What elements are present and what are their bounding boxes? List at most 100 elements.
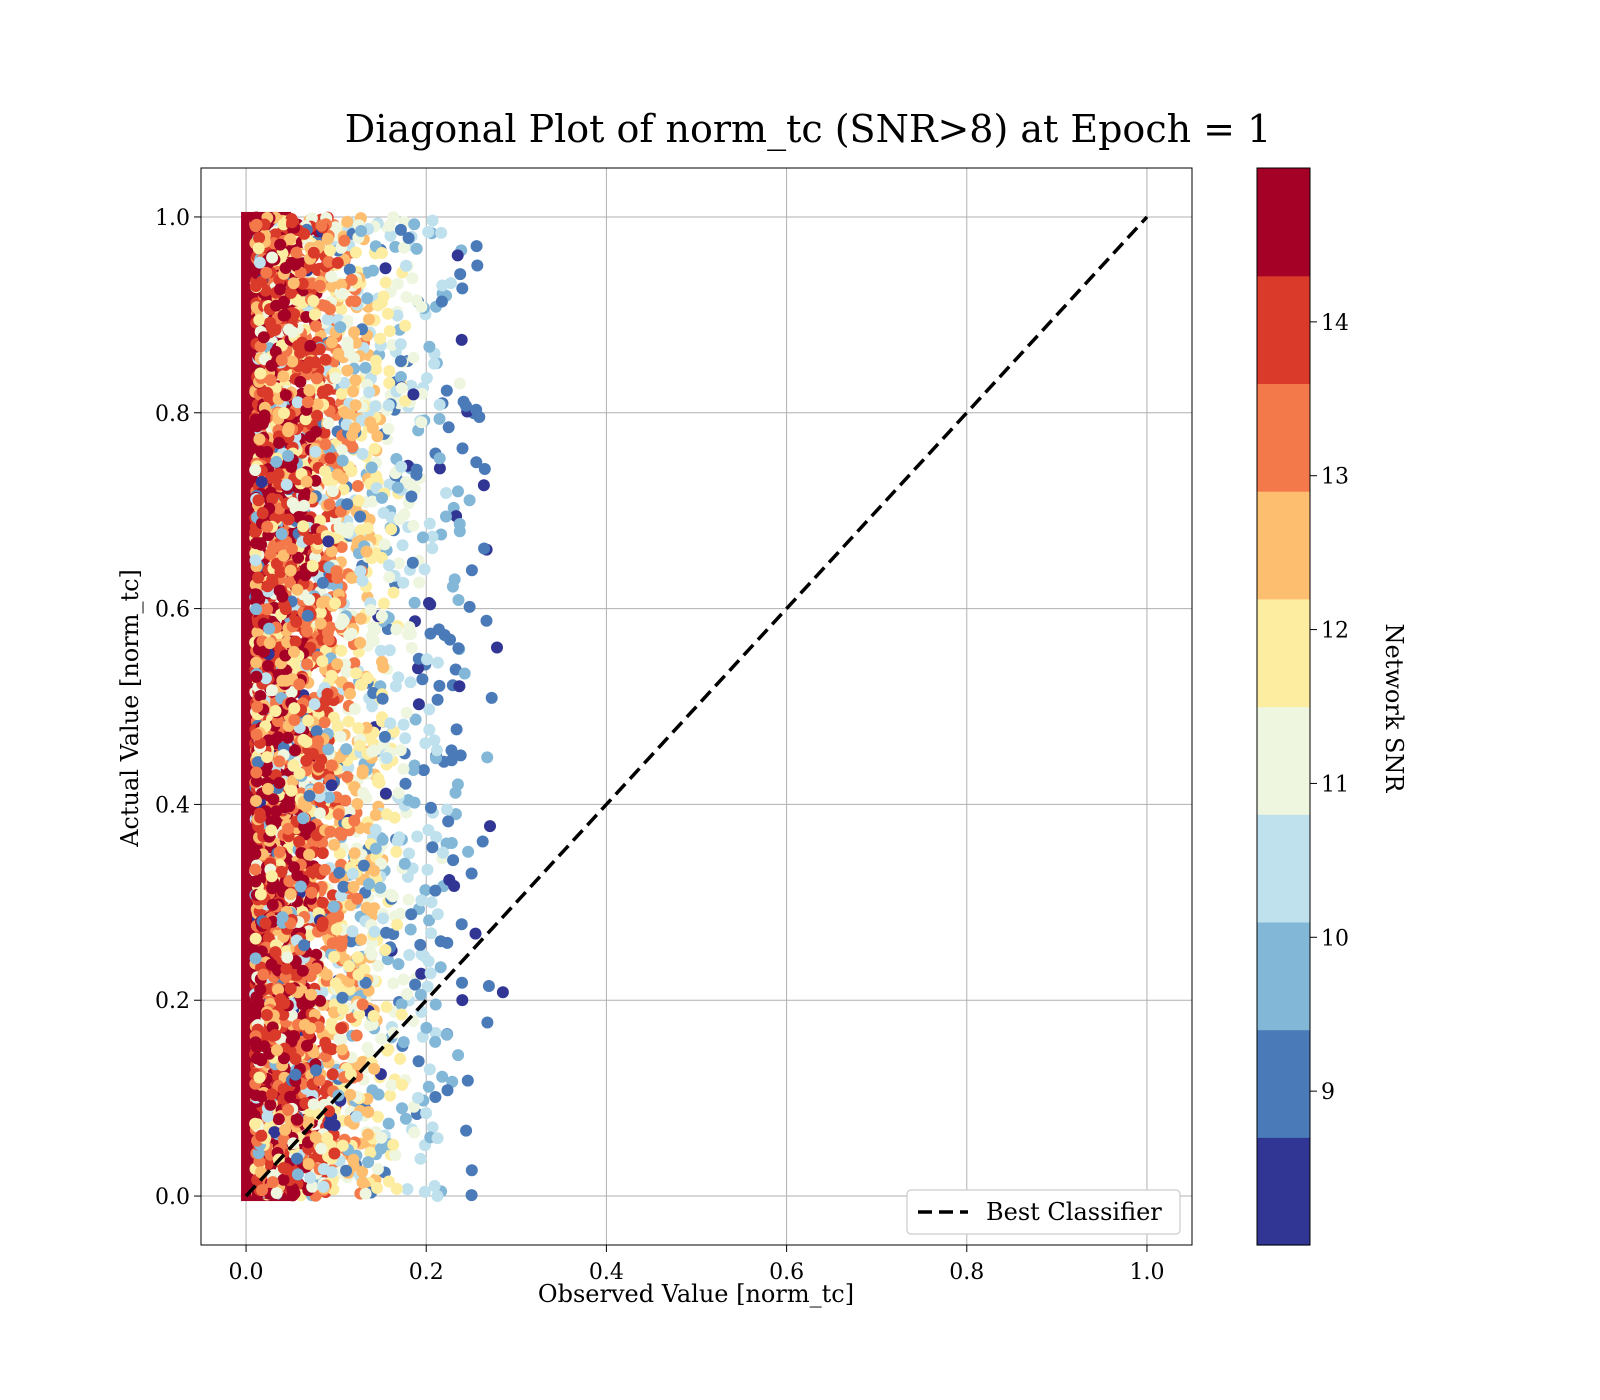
scatter-point — [249, 1117, 262, 1130]
scatter-point — [294, 880, 307, 893]
scatter-point — [385, 1079, 398, 1092]
scatter-point — [311, 398, 324, 411]
scatter-point — [478, 463, 491, 475]
scatter-point — [375, 296, 388, 309]
scatter-point — [410, 242, 423, 255]
scatter-point — [333, 866, 346, 879]
scatter-point — [372, 1088, 385, 1101]
scatter-point — [313, 343, 326, 356]
scatter-point — [276, 911, 289, 924]
scatter-point — [368, 442, 381, 455]
scatter-point — [345, 935, 357, 948]
scatter-point — [285, 286, 297, 299]
scatter-point — [333, 1032, 346, 1045]
scatter-point — [465, 1164, 478, 1177]
scatter-point — [336, 454, 349, 467]
scatter-point — [291, 583, 304, 596]
scatter-point — [375, 610, 388, 623]
scatter-point — [332, 347, 345, 360]
scatter-point — [425, 927, 438, 940]
scatter-point — [325, 270, 338, 283]
scatter-point — [379, 787, 392, 800]
scatter-point — [249, 952, 262, 965]
scatter-point — [329, 372, 342, 385]
scatter-point — [402, 893, 415, 906]
scatter-point — [300, 625, 313, 638]
scatter-point — [379, 262, 392, 275]
scatter-point — [307, 294, 320, 307]
scatter-point — [309, 320, 322, 332]
scatter-point — [415, 894, 428, 907]
scatter-point — [289, 258, 302, 271]
scatter-point — [422, 824, 435, 837]
scatter-point — [327, 711, 340, 724]
scatter-point — [429, 1091, 442, 1103]
scatter-point — [334, 826, 347, 839]
scatter-point — [382, 1175, 395, 1188]
scatter-point — [255, 476, 268, 488]
scatter-point — [254, 340, 267, 353]
scatter-point — [379, 944, 392, 956]
scatter-point — [252, 756, 265, 769]
scatter-point — [403, 949, 416, 961]
scatter-point — [367, 1010, 380, 1022]
scatter-point — [387, 1026, 400, 1039]
scatter-point — [331, 720, 344, 733]
scatter-point — [351, 797, 364, 810]
scatter-point — [363, 313, 375, 326]
scatter-point — [418, 1185, 431, 1198]
scatter-point — [394, 744, 407, 757]
scatter-point — [382, 399, 395, 412]
scatter-point — [436, 1070, 449, 1083]
scatter-point — [279, 262, 292, 274]
scatter-point — [292, 551, 305, 564]
scatter-point — [420, 372, 433, 385]
scatter-point — [272, 731, 285, 744]
scatter-point — [406, 272, 419, 285]
scatter-point — [397, 763, 410, 775]
scatter-point — [433, 398, 446, 411]
scatter-point — [340, 1164, 353, 1177]
scatter-point — [337, 1003, 349, 1016]
scatter-point — [332, 808, 345, 821]
scatter-point — [321, 626, 334, 639]
scatter-point — [366, 700, 379, 713]
scatter-point — [313, 1074, 326, 1087]
scatter-point — [277, 370, 290, 383]
scatter-point — [367, 687, 380, 699]
scatter-point — [461, 1074, 474, 1087]
scatter-point — [316, 920, 328, 932]
scatter-point — [346, 440, 359, 453]
scatter-point — [329, 597, 341, 610]
x-tick-label: 0.6 — [769, 1260, 804, 1285]
scatter-point — [277, 549, 290, 562]
scatter-point — [440, 487, 453, 499]
scatter-point — [253, 433, 266, 446]
scatter-point — [316, 847, 329, 860]
scatter-point — [447, 854, 460, 867]
scatter-point — [403, 621, 416, 634]
scatter-point — [361, 1041, 374, 1054]
scatter-point — [335, 444, 348, 456]
scatter-point — [433, 452, 446, 465]
scatter-point — [416, 387, 428, 400]
scatter-point — [431, 1190, 444, 1202]
scatter-point — [326, 1068, 339, 1081]
scatter-point — [398, 857, 411, 870]
scatter-point — [378, 538, 391, 551]
scatter-point — [319, 438, 332, 451]
scatter-point — [397, 973, 410, 986]
scatter-point — [350, 667, 363, 680]
scatter-point — [422, 1080, 435, 1093]
scatter-point — [314, 994, 327, 1007]
scatter-point — [281, 951, 294, 964]
scatter-point — [344, 687, 356, 700]
scatter-point — [351, 892, 364, 905]
scatter-point — [365, 948, 378, 961]
scatter-point — [301, 1039, 313, 1052]
x-axis-ticks: 0.0 0.2 0.4 0.6 0.8 1.0 — [229, 1245, 1164, 1285]
scatter-point — [441, 1084, 454, 1097]
scatter-point — [329, 221, 342, 234]
scatter-point — [412, 698, 425, 711]
scatter-point — [273, 776, 286, 789]
